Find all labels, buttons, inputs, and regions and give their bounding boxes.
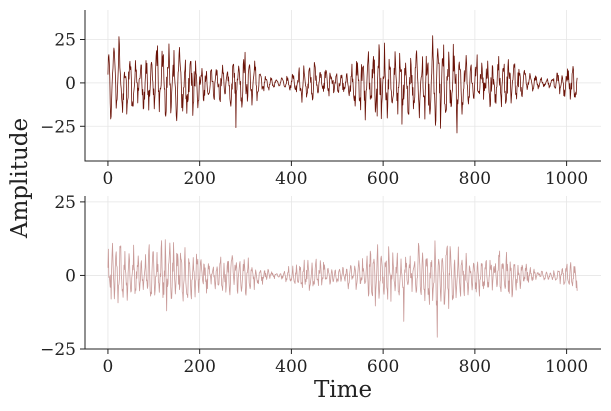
bottom-x-tick-label: 600 xyxy=(367,357,399,377)
bottom-series-group xyxy=(107,239,578,338)
bottom-x-tick-label: 1000 xyxy=(545,357,588,377)
top-y-axis: −25 0 25 xyxy=(40,31,85,137)
top-axis-spines xyxy=(84,10,601,162)
bottom-y-tick-label: −25 xyxy=(40,340,76,360)
bottom-x-tick-label: 200 xyxy=(183,357,215,377)
top-y-tick-label: −25 xyxy=(40,117,76,137)
top-x-tick-label: 1000 xyxy=(545,169,588,189)
shared-y-axis-label: Amplitude xyxy=(7,118,33,239)
top-x-tick-label: 400 xyxy=(275,169,307,189)
bottom-x-tick-label: 400 xyxy=(275,357,307,377)
top-x-axis: 0 200 400 600 800 1000 xyxy=(103,161,588,189)
x-axis-label: Time xyxy=(314,377,372,403)
top-series-group xyxy=(107,35,578,134)
top-y-tick-label: 25 xyxy=(54,31,76,51)
top-x-tick-label: 600 xyxy=(367,169,399,189)
bottom-y-tick-label: 0 xyxy=(65,266,76,286)
bottom-y-axis: −25 0 25 xyxy=(40,193,85,360)
bottom-x-tick-label: 800 xyxy=(459,357,491,377)
top-x-tick-label: 200 xyxy=(183,169,215,189)
bottom-series-line xyxy=(107,239,578,338)
bottom-x-tick-label: 0 xyxy=(103,357,114,377)
top-series-line xyxy=(107,35,578,134)
top-x-tick-label: 800 xyxy=(459,169,491,189)
top-panel: 0 200 400 600 800 1000 −25 0 25 xyxy=(40,10,601,189)
bottom-x-axis: 0 200 400 600 800 1000 xyxy=(103,349,588,377)
top-x-tick-label: 0 xyxy=(103,169,114,189)
top-y-tick-label: 0 xyxy=(65,74,76,94)
bottom-y-tick-label: 25 xyxy=(54,193,76,213)
bottom-panel: 0 200 400 600 800 1000 −25 0 25 xyxy=(40,193,601,377)
